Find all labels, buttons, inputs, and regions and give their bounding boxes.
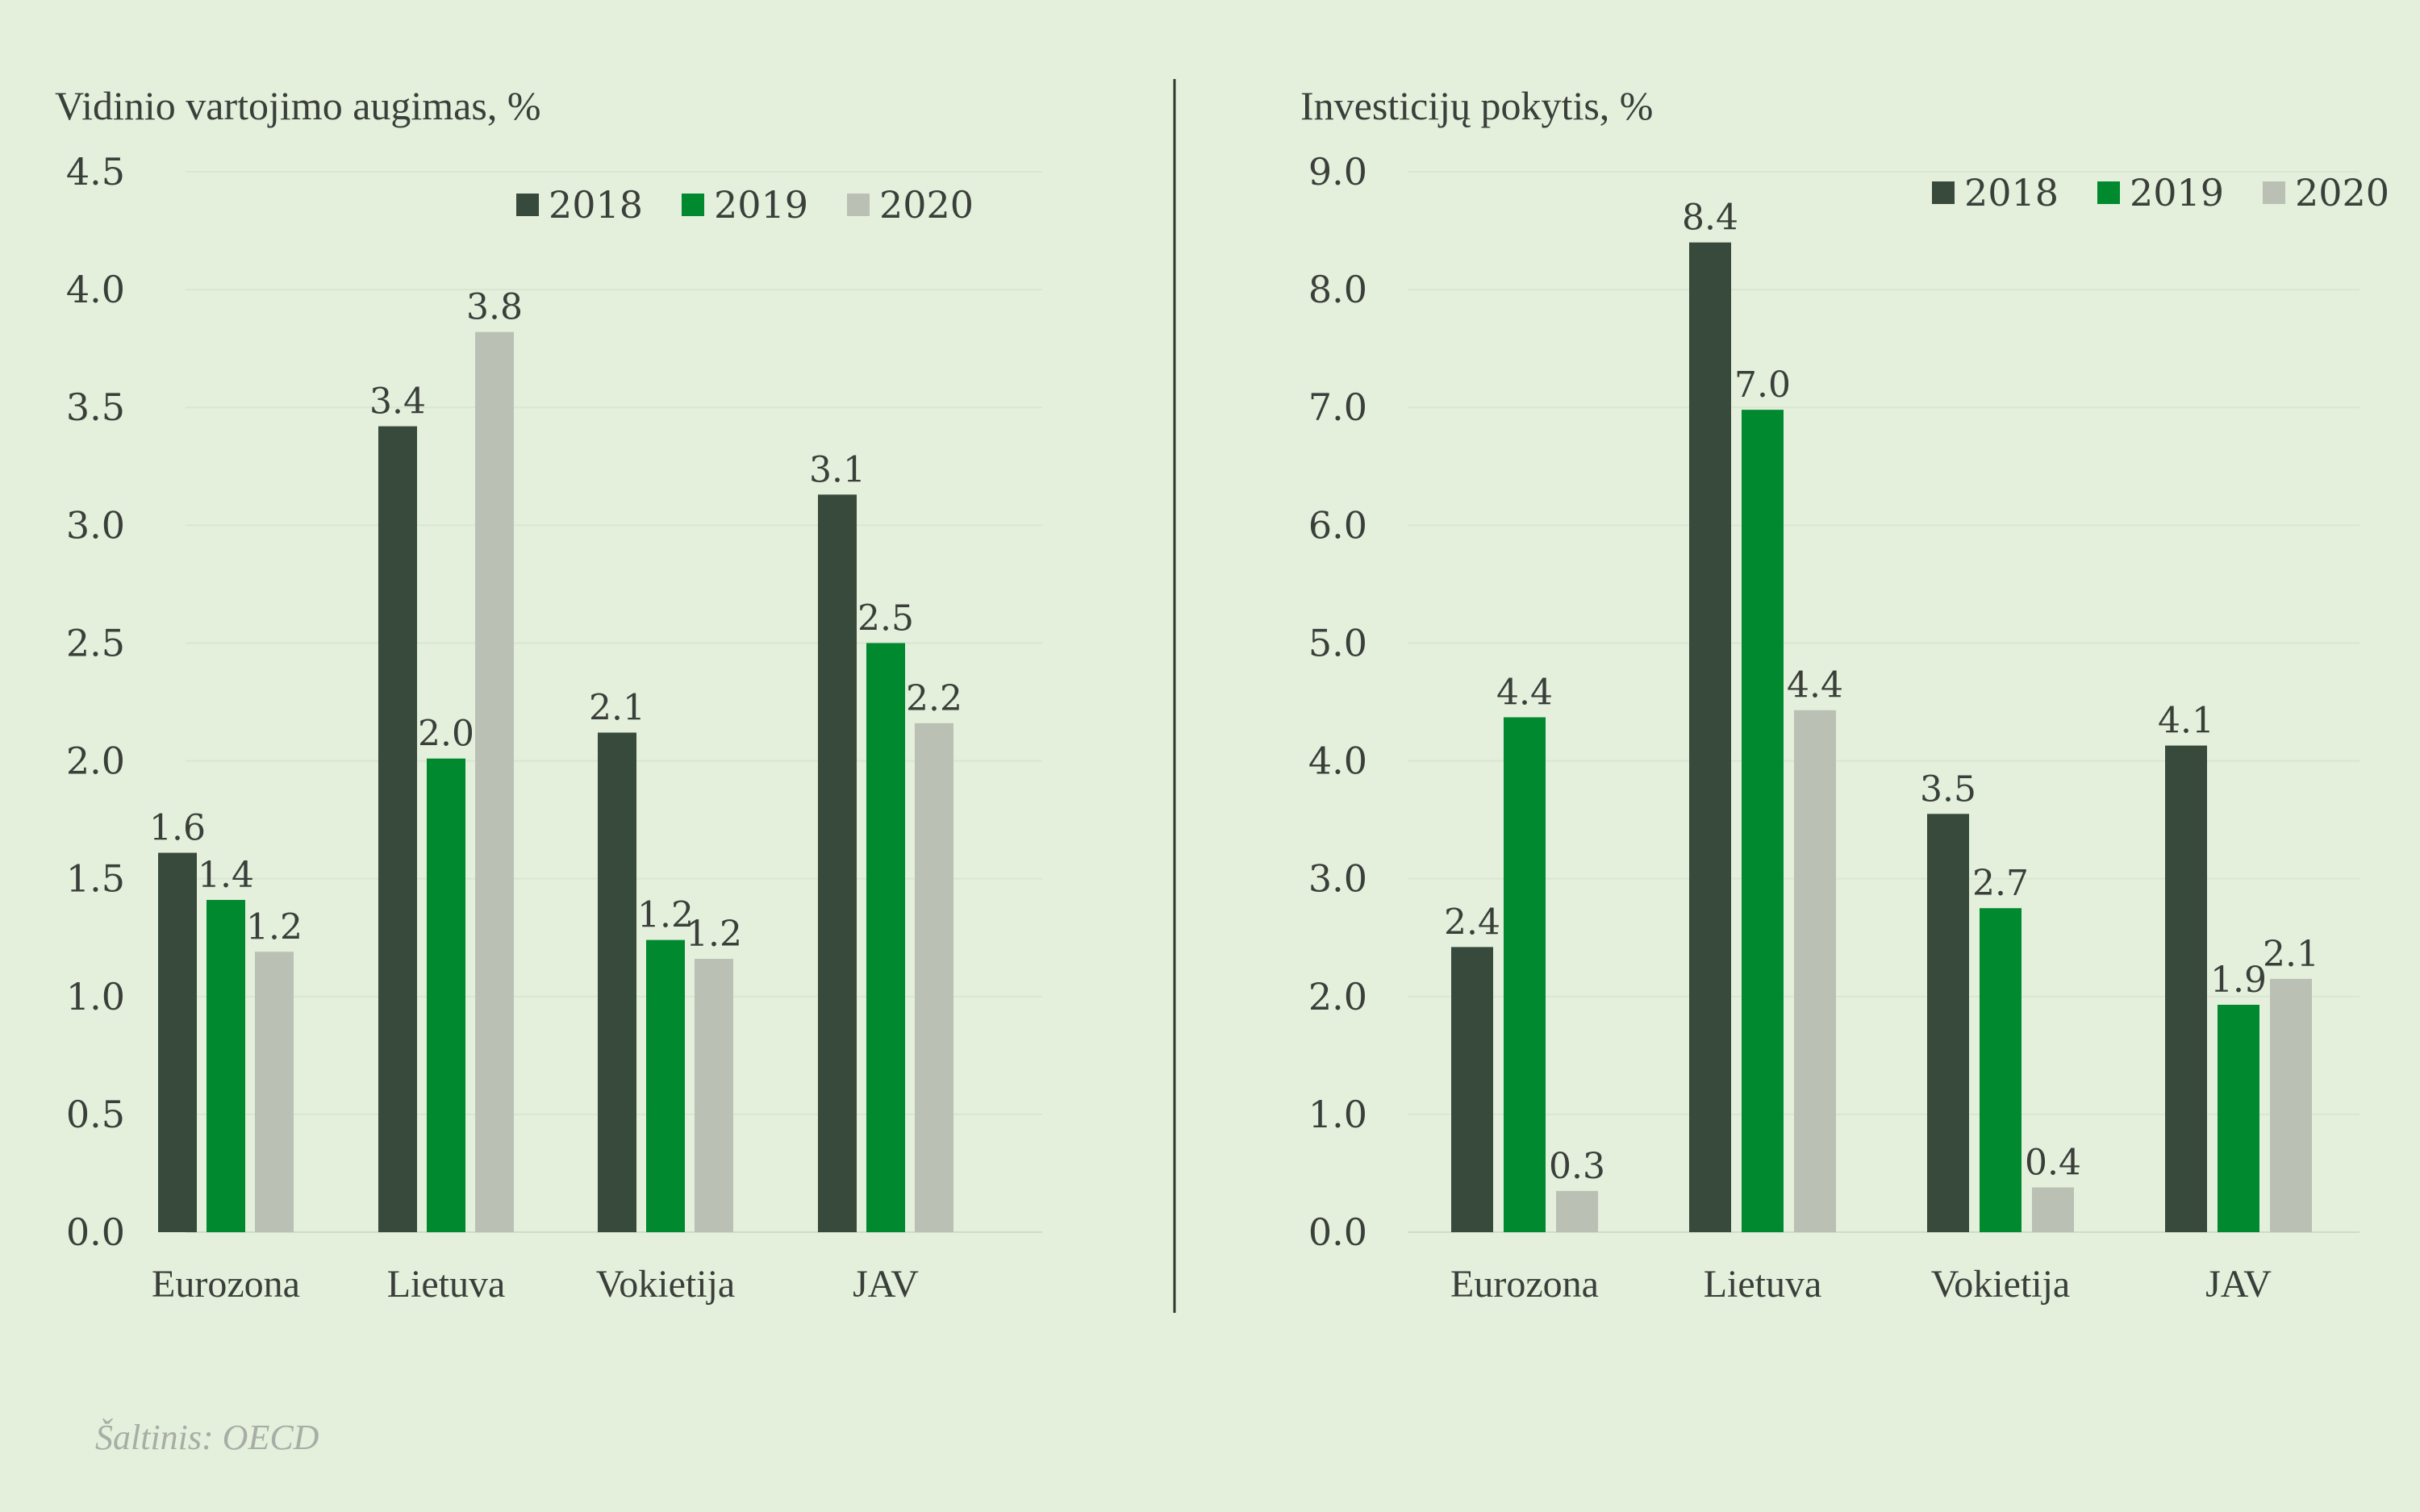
y-tick-label: 7.0 — [1308, 385, 1367, 429]
bar-2018 — [1927, 814, 1969, 1232]
bar-2019 — [1980, 908, 2022, 1232]
data-label: 3.4 — [369, 381, 426, 423]
data-label: 2.5 — [857, 598, 914, 639]
y-tick-label: 5.0 — [1308, 621, 1367, 664]
data-label: 1.6 — [149, 808, 206, 849]
bar-2019 — [2218, 1005, 2259, 1232]
bar-2019 — [646, 939, 685, 1232]
category-label: JAV — [2205, 1263, 2272, 1306]
legend-label: 2020 — [2295, 171, 2389, 215]
category-label: Lietuva — [387, 1263, 506, 1306]
bar-2020 — [1794, 710, 1836, 1232]
data-label: 3.5 — [1920, 768, 1976, 810]
category-label: JAV — [853, 1263, 919, 1306]
y-tick-label: 8.0 — [1308, 268, 1367, 311]
legend-swatch-2018 — [1932, 181, 1955, 204]
legend-label: 2018 — [549, 183, 643, 227]
y-tick-label: 0.0 — [66, 1210, 125, 1254]
bar-2018 — [2165, 745, 2207, 1232]
data-label: 0.3 — [1549, 1146, 1605, 1187]
data-label: 2.2 — [906, 678, 962, 719]
y-tick-label: 1.0 — [66, 975, 125, 1018]
y-tick-label: 3.5 — [66, 385, 125, 429]
data-label: 4.1 — [2158, 701, 2214, 742]
legend-swatch-2020 — [847, 194, 870, 216]
bar-2020 — [255, 952, 294, 1232]
data-label: 8.4 — [1682, 198, 1738, 239]
category-label: Eurozona — [1450, 1263, 1599, 1306]
bar-2020 — [2032, 1187, 2074, 1232]
data-label: 1.9 — [2210, 960, 2267, 1001]
data-label: 4.4 — [1787, 665, 1843, 706]
data-label: 7.0 — [1734, 364, 1791, 406]
data-label: 1.2 — [686, 914, 742, 955]
chart-title: Vidinio vartojimo augimas, % — [55, 83, 540, 128]
investment-change-chart: Investicijų pokytis, % 0.0 1.0 2.0 3.0 4.0 5.… — [1300, 83, 2389, 1306]
bar-2019 — [427, 758, 465, 1232]
chart-title: Investicijų pokytis, % — [1300, 83, 1653, 128]
y-tick-label: 1.5 — [66, 857, 125, 901]
legend-label: 2020 — [879, 183, 974, 227]
y-tick-label: 2.0 — [1308, 975, 1367, 1018]
bar-2019 — [866, 643, 905, 1232]
bar-2018 — [598, 732, 636, 1232]
category-label: Lietuva — [1704, 1263, 1822, 1306]
legend-label: 2018 — [1964, 171, 2059, 215]
bar-2018 — [1451, 947, 1493, 1232]
data-label: 2.4 — [1444, 902, 1500, 943]
y-tick-label: 0.0 — [1308, 1210, 1367, 1254]
legend-swatch-2018 — [516, 194, 539, 216]
y-tick-label: 2.5 — [66, 621, 125, 664]
source-note: Šaltinis: OECD — [95, 1418, 319, 1457]
legend-swatch-2019 — [682, 194, 704, 216]
legend-label: 2019 — [2130, 171, 2224, 215]
data-label: 1.4 — [198, 855, 254, 896]
category-label: Eurozona — [152, 1263, 300, 1306]
data-label: 2.1 — [589, 687, 645, 728]
bar-2020 — [2270, 978, 2312, 1232]
y-tick-label: 1.0 — [1308, 1093, 1367, 1136]
y-tick-label: 2.0 — [66, 739, 125, 783]
bar-2020 — [915, 723, 953, 1232]
bar-2019 — [1504, 717, 1546, 1232]
bar-2018 — [818, 494, 857, 1232]
y-tick-label: 4.0 — [66, 268, 125, 311]
y-tick-label: 4.5 — [66, 150, 125, 194]
y-tick-label: 4.0 — [1308, 739, 1367, 783]
y-tick-label: 0.5 — [66, 1093, 125, 1136]
bar-2019 — [207, 899, 245, 1232]
data-label: 1.2 — [246, 906, 302, 948]
bar-2018 — [1689, 242, 1731, 1233]
y-tick-label: 6.0 — [1308, 503, 1367, 547]
bar-2018 — [378, 426, 417, 1232]
bar-2020 — [475, 331, 514, 1232]
data-label: 2.0 — [418, 714, 474, 755]
bar-2020 — [695, 959, 733, 1232]
y-tick-label: 3.0 — [1308, 857, 1367, 901]
y-tick-label: 9.0 — [1308, 150, 1367, 194]
bar-2020 — [1556, 1190, 1598, 1232]
data-label: 2.1 — [2263, 934, 2319, 975]
y-tick-label: 3.0 — [66, 503, 125, 547]
consumption-growth-chart: Vidinio vartojimo augimas, % 0.0 0.5 1.0 1.… — [55, 83, 1042, 1306]
data-label: 0.4 — [2025, 1142, 2081, 1183]
data-label: 1.2 — [637, 895, 694, 936]
bar-2018 — [158, 852, 197, 1232]
data-label: 3.8 — [466, 287, 523, 328]
data-label: 2.7 — [1972, 863, 2029, 904]
bar-2019 — [1742, 410, 1784, 1233]
legend-swatch-2020 — [2263, 181, 2285, 204]
data-label: 3.1 — [809, 449, 866, 490]
legend-label: 2019 — [714, 183, 808, 227]
category-label: Vokietija — [1931, 1263, 2070, 1306]
data-label: 4.4 — [1496, 672, 1553, 713]
category-label: Vokietija — [596, 1263, 735, 1306]
legend-swatch-2019 — [2097, 181, 2120, 204]
